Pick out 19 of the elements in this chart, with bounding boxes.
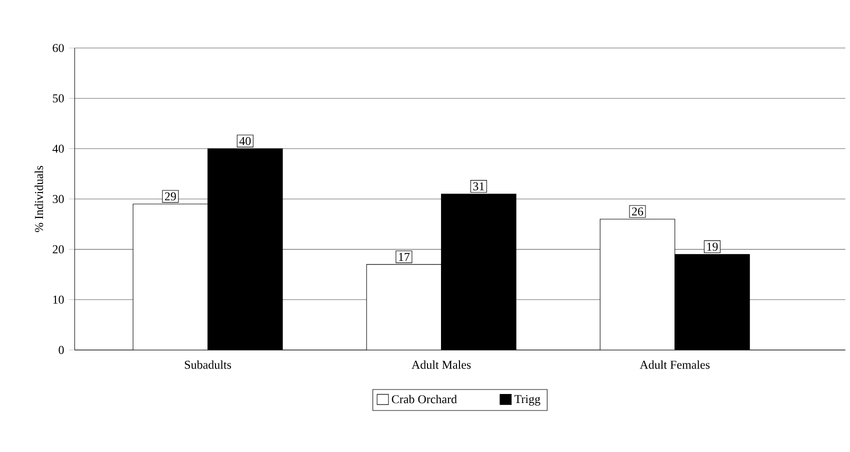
data-label: 17 — [399, 252, 410, 261]
y-tick-label: 20 — [52, 245, 64, 254]
y-tick-label: 10 — [53, 296, 64, 304]
data-label: 31 — [473, 182, 484, 190]
legend-label: Crab Orchard — [392, 394, 457, 404]
y-tick-label: 60 — [52, 44, 64, 52]
x-tick-label: Adult Males — [412, 360, 471, 369]
y-tick-label: 50 — [52, 94, 64, 102]
data-label: 29 — [164, 192, 176, 200]
x-tick-label: Subadults — [184, 360, 232, 369]
data-label: 19 — [707, 242, 718, 251]
y-axis-title: % Individuals — [34, 166, 44, 232]
y-tick-label: 0 — [58, 346, 64, 354]
legend-label: Trigg — [514, 395, 540, 406]
data-label: 40 — [239, 136, 251, 146]
y-tick-label: 40 — [52, 144, 64, 153]
y-tick-label: 30 — [52, 194, 64, 204]
data-label: 26 — [632, 207, 644, 216]
x-tick-label: Adult Females — [640, 360, 710, 369]
